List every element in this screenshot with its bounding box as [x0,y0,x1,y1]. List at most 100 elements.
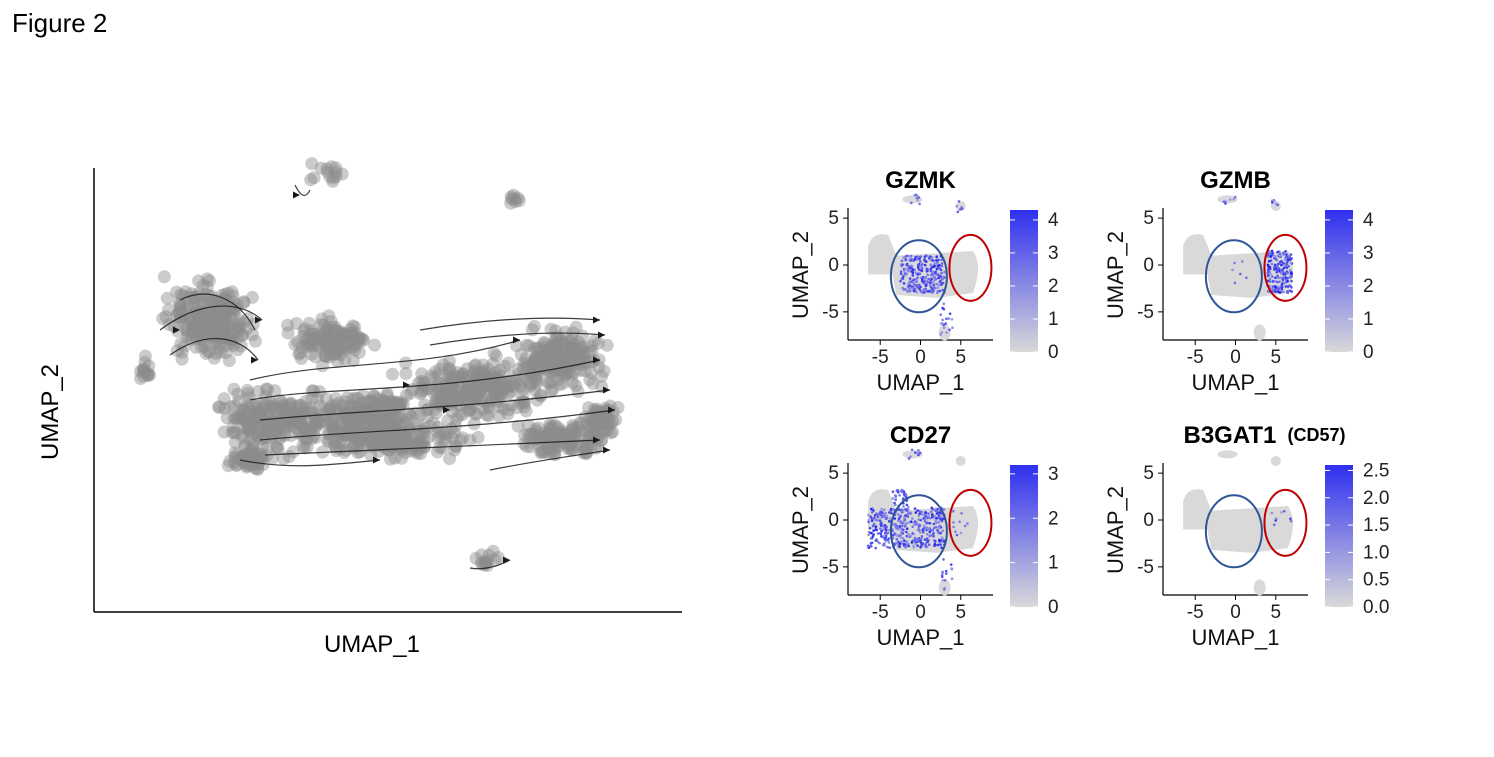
expressing-cell [923,258,926,261]
cell-point [442,354,456,368]
cell-point [346,392,360,406]
expressing-cell [903,539,906,542]
cell-point [295,340,309,354]
cell-point [414,428,428,442]
cell-point [377,395,391,409]
umap-top-cluster [902,195,923,204]
cell-point [473,385,486,399]
cell-point [265,402,279,416]
cell-point [292,398,306,412]
cell-point [464,384,478,398]
cell-point [449,370,463,384]
expressing-cell [898,545,901,549]
expressing-cell [911,517,914,520]
cell-point [321,434,335,448]
expressing-cell [903,267,907,271]
cell-point [452,408,466,422]
cell-point [300,431,314,445]
legend-tick-label: 0 [1363,342,1374,363]
cell-point [254,432,268,446]
expressing-cell [1241,260,1244,263]
cell-point [384,435,398,449]
cell-point [381,429,395,443]
cell-point [451,366,465,380]
cell-point [549,324,563,338]
cell-point [553,345,567,359]
cell-point [366,418,380,432]
cell-point [345,334,359,347]
cell-point [365,433,378,447]
x-tick-label: -5 [1187,347,1204,368]
cell-point [212,400,225,414]
cell-point [595,433,609,447]
cell-point [483,383,497,397]
panel-title: B3GAT1 [1184,422,1277,449]
expressing-cell [918,288,921,291]
cell-point [231,319,245,333]
cell-point [415,367,429,381]
cell-point [381,409,395,423]
cell-point [369,436,383,450]
expressing-cell [1275,280,1279,284]
cell-point [222,354,236,368]
cell-point [374,439,388,452]
legend-tick-label: 1 [1048,553,1059,574]
cell-point [246,418,260,432]
expressing-cell [866,544,870,548]
cell-point [537,335,551,349]
cell-point [436,358,450,372]
expressing-cell [878,519,882,522]
expressing-cell [901,524,904,528]
cell-point [394,433,408,446]
expressing-cell [1286,256,1290,259]
cell-point [493,386,507,400]
cell-point [444,386,458,400]
cell-point [391,431,405,445]
cell-point [436,425,450,439]
expressing-cell [1283,252,1286,256]
cell-point [259,382,273,396]
cell-point [277,410,291,424]
cell-point [574,424,588,437]
legend-tick-label: 3 [1048,464,1059,485]
cell-point [223,301,237,315]
cell-point [323,415,337,429]
cell-point [414,447,428,461]
cell-point [377,415,391,429]
cell-point [488,366,502,380]
expressing-cell [929,258,932,261]
expressing-cell [902,275,905,278]
cell-point [544,344,558,358]
expressing-cell [914,280,917,283]
cell-point [592,360,606,374]
cell-point [286,445,300,459]
cell-point [390,431,403,445]
cell-point [529,357,542,371]
expressing-cell [871,524,875,528]
cell-point [196,278,210,292]
cell-point [265,414,279,428]
cell-point [443,394,457,408]
expressing-cell [924,278,927,281]
cell-point [555,424,569,438]
y-tick-label: -5 [822,302,839,323]
expressing-cell [959,531,963,535]
cell-point [408,406,422,420]
cell-point [259,424,273,438]
cell-point [516,369,530,383]
cell-point [369,418,382,432]
cell-point [340,391,354,405]
cell-point [237,296,251,310]
expressing-cell [876,532,880,535]
cell-point [213,330,227,344]
cell-point [208,314,222,328]
cell-point [256,439,270,453]
cell-point [446,394,460,408]
cell-point [384,398,398,412]
cell-point [258,431,272,445]
cell-point [174,297,188,311]
expressing-cell [901,522,905,525]
cell-point [477,374,491,388]
cell-point [379,422,393,436]
cell-point [192,313,206,327]
